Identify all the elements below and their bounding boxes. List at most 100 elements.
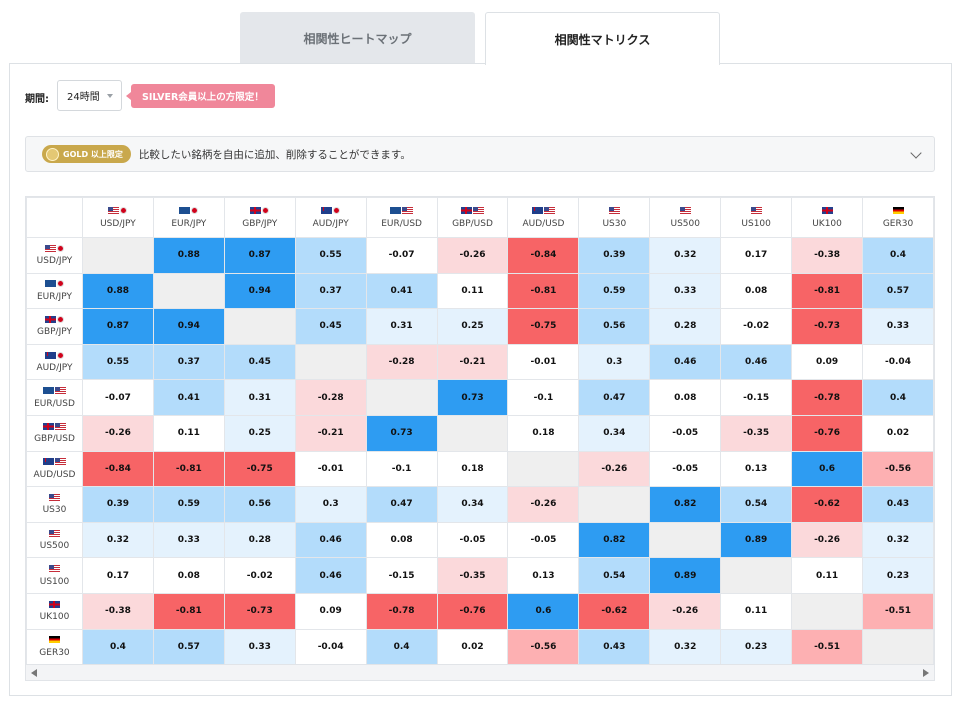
correlation-cell: -0.05 <box>649 450 722 488</box>
diagonal-cell <box>791 592 863 630</box>
diagonal-cell <box>578 486 651 523</box>
correlation-cell: -0.73 <box>223 592 296 630</box>
correlation-cell: -0.51 <box>862 592 934 630</box>
flag-us-icon <box>54 458 66 466</box>
info-bar-text: 比較したい銘柄を自由に追加、削除することができます。 <box>138 148 411 161</box>
correlation-cell: 0.08 <box>720 272 793 310</box>
correlation-cell: 0.09 <box>791 343 863 381</box>
correlation-cell: 0.08 <box>649 379 722 416</box>
table-row: US100 0.17 0.08 -0.02 0.46 -0.15 -0.35 0.13 0.54… <box>26 557 934 594</box>
correlation-cell: 0.56 <box>223 486 296 523</box>
horizontal-scrollbar[interactable] <box>26 664 934 680</box>
row-header: EUR/JPY <box>26 272 83 310</box>
table-row: AUD/JPY 0.55 0.37 0.45 -0.28 -0.21 -0.01 0.3 0.4… <box>26 343 934 381</box>
correlation-cell: 0.37 <box>152 343 225 381</box>
flag-group <box>821 207 833 215</box>
diagonal-cell <box>720 557 793 594</box>
diagonal-cell <box>507 450 580 488</box>
correlation-cell: 0.4 <box>81 628 154 666</box>
flag-us-icon <box>48 493 60 501</box>
flag-group <box>48 636 60 644</box>
correlation-cell: 0.45 <box>294 308 367 345</box>
flag-gb-icon <box>42 422 54 430</box>
correlation-cell: 0.46 <box>294 521 367 559</box>
correlation-cell: -0.07 <box>365 237 438 274</box>
correlation-cell: 0.43 <box>578 628 651 666</box>
correlation-cell: -0.02 <box>720 308 793 345</box>
correlation-cell: 0.11 <box>436 272 509 310</box>
correlation-table: USD/JPY EUR/JPY GBP/JPY AUD/JPY EUR/USD GBP/U… <box>26 197 934 666</box>
info-bar-toggle[interactable]: GOLD 以上限定 比較したい銘柄を自由に追加、削除することができます。 <box>25 136 935 172</box>
row-header: US100 <box>26 557 83 594</box>
flag-us-icon <box>608 207 620 214</box>
flag-jp-icon <box>262 207 270 214</box>
correlation-cell: -0.1 <box>365 450 438 488</box>
correlation-cell: 0.18 <box>436 450 509 488</box>
flag-group <box>531 207 555 215</box>
flag-au-icon <box>321 207 333 214</box>
flag-group <box>44 315 64 323</box>
correlation-cell: -0.28 <box>294 379 367 416</box>
correlation-cell: -0.76 <box>436 592 509 630</box>
tab-correlation-matrix[interactable]: 相関性マトリクス <box>485 12 720 65</box>
scroll-right-icon[interactable] <box>923 669 929 677</box>
correlation-cell: 0.32 <box>649 237 722 274</box>
correlation-cell: 0.17 <box>81 557 154 594</box>
correlation-cell: 0.55 <box>294 237 367 274</box>
silver-member-notice: SILVER会員以上の方限定！ <box>126 84 275 108</box>
column-header: EUR/JPY <box>152 197 225 238</box>
correlation-cell: 0.02 <box>436 628 509 666</box>
correlation-cell: -0.05 <box>507 521 580 559</box>
period-select[interactable]: 24時間 <box>57 80 122 111</box>
correlation-cell: -0.76 <box>791 414 863 452</box>
correlation-cell: -0.81 <box>507 272 580 310</box>
flag-group <box>750 207 762 215</box>
column-header: USD/JPY <box>81 197 154 238</box>
correlation-cell: -0.26 <box>436 237 509 274</box>
flag-us-icon <box>54 387 66 395</box>
correlation-cell: -0.04 <box>294 628 367 666</box>
table-row: US30 0.39 0.59 0.56 0.3 0.47 0.34 -0.26 0.82 0.54… <box>26 486 934 523</box>
correlation-cell: 0.88 <box>81 272 154 310</box>
diagonal-cell <box>294 343 367 381</box>
correlation-cell: 0.41 <box>152 379 225 416</box>
table-row: GBP/JPY 0.87 0.94 0.45 0.31 0.25 -0.75 0.56 0.28… <box>26 308 934 345</box>
column-header-label: US100 <box>741 218 771 229</box>
correlation-cell: 0.32 <box>81 521 154 559</box>
correlation-cell: -0.35 <box>436 557 509 594</box>
correlation-cell: -0.84 <box>507 237 580 274</box>
row-header: GER30 <box>26 628 83 666</box>
column-header: GER30 <box>862 197 934 238</box>
correlation-cell: 0.47 <box>578 379 651 416</box>
correlation-cell: 0.33 <box>649 272 722 310</box>
scroll-left-icon[interactable] <box>31 669 37 677</box>
flag-jp-icon <box>56 315 64 323</box>
correlation-cell: 0.18 <box>507 414 580 452</box>
flag-group <box>44 280 64 288</box>
chevron-down-icon[interactable] <box>910 147 922 159</box>
flag-jp-icon <box>56 351 64 359</box>
flag-jp-icon <box>120 207 128 214</box>
flag-group <box>179 207 199 215</box>
correlation-cell: 0.4 <box>862 237 934 274</box>
row-header: US30 <box>26 486 83 523</box>
correlation-cell: 0.02 <box>862 414 934 452</box>
correlation-cell: -0.26 <box>578 450 651 488</box>
table-row: GER30 0.4 0.57 0.33 -0.04 0.4 0.02 -0.56 0.43 0.3… <box>26 628 934 666</box>
flag-us-icon <box>750 207 762 214</box>
row-header-label: GBP/USD <box>34 434 75 445</box>
correlation-cell: 0.09 <box>294 592 367 630</box>
column-header: GBP/USD <box>436 197 509 238</box>
row-header-label: US30 <box>42 505 67 516</box>
column-header-label: EUR/JPY <box>171 218 207 229</box>
tab-correlation-heatmap[interactable]: 相関性ヒートマップ <box>240 12 475 64</box>
correlation-cell: -0.15 <box>365 557 438 594</box>
column-header: EUR/USD <box>365 197 438 238</box>
correlation-cell: -0.62 <box>578 592 651 630</box>
correlation-cell: -0.81 <box>152 592 225 630</box>
correlation-cell: -0.84 <box>81 450 154 488</box>
flag-group <box>44 244 64 252</box>
flag-group <box>390 207 414 215</box>
flag-us-icon <box>54 422 66 430</box>
row-header-label: USD/JPY <box>36 256 73 267</box>
